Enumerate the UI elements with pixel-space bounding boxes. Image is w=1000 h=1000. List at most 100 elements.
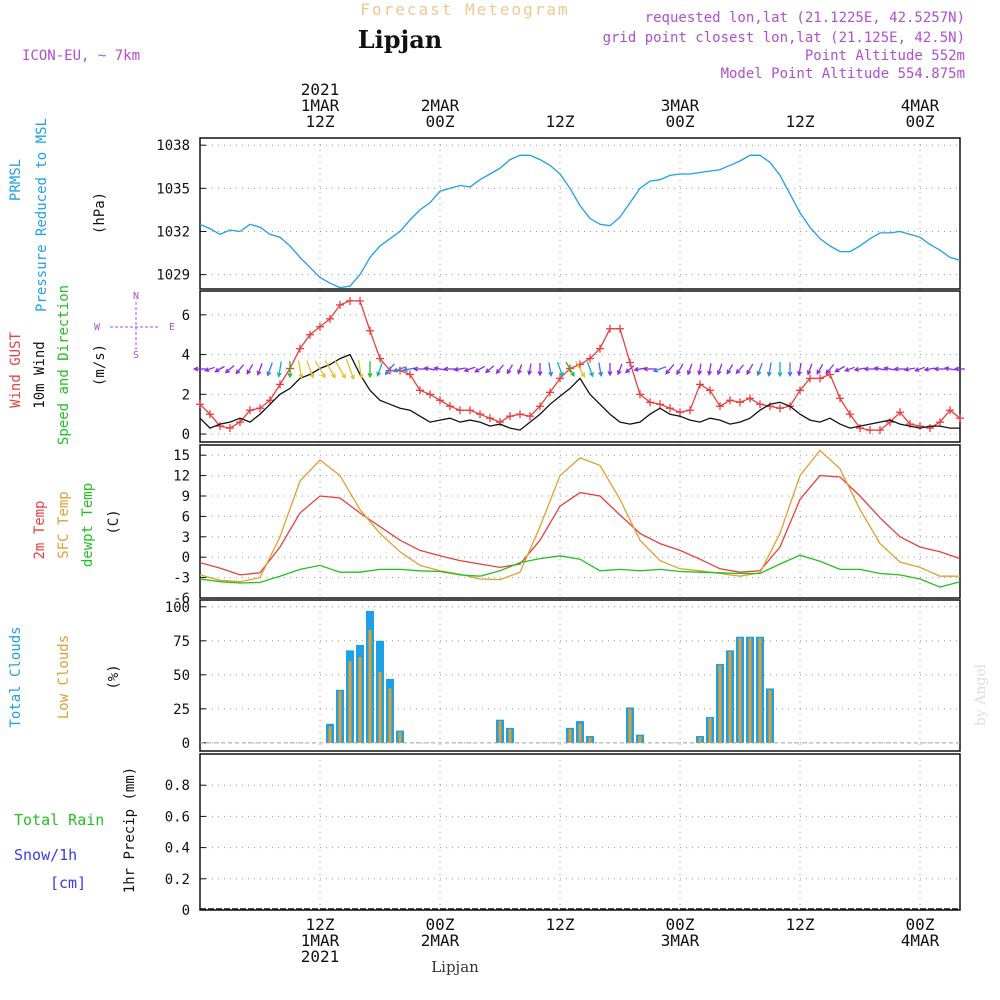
- gust-marker: [306, 330, 314, 339]
- temp-label-sfc: SFC Temp: [56, 491, 72, 558]
- gust-marker: [346, 296, 354, 305]
- wind-arrow: [923, 366, 936, 372]
- gust-marker: [866, 426, 874, 435]
- wind-arrow: [287, 361, 293, 379]
- gust-marker: [536, 402, 544, 411]
- wind-arrow: [735, 364, 744, 375]
- wind-arrow: [953, 366, 965, 372]
- compass-n: N: [133, 291, 139, 302]
- gust-marker: [366, 326, 374, 335]
- wind-label-gust: Wind GUST: [8, 332, 24, 408]
- bottom-time-label: 1MAR: [301, 931, 340, 950]
- y-tick-label: -3: [173, 571, 190, 587]
- wind-arrow: [192, 366, 206, 372]
- wind-arrow: [204, 366, 215, 372]
- low-cloud-bar: [738, 638, 742, 743]
- gust-marker: [276, 380, 284, 389]
- series-10m-wind: [200, 353, 960, 431]
- gust-marker: [956, 414, 964, 423]
- top-time-label: 00Z: [666, 112, 695, 131]
- precip-labels: Total Rain Snow/1h [cm] 1hr Precip (mm): [14, 767, 138, 893]
- y-tick-label: 25: [173, 702, 190, 718]
- wind-arrow: [686, 363, 693, 376]
- y-tick-label: 6: [182, 308, 190, 324]
- y-tick-label: 0: [182, 550, 190, 566]
- precip-unit: 1hr Precip (mm): [122, 767, 138, 893]
- footer-location: Lipjan: [431, 958, 479, 976]
- gust-marker: [806, 374, 814, 383]
- location-title: Lipjan: [358, 25, 442, 54]
- y-tick-label: 100: [165, 600, 190, 616]
- panel-frame: [199, 290, 961, 443]
- gust-marker: [666, 404, 674, 413]
- top-time-label: 4MAR: [901, 96, 940, 115]
- wind-arrow: [495, 364, 504, 375]
- y-tick-label: 0: [182, 427, 190, 443]
- wind-arrow: [863, 366, 876, 372]
- low-cloud-bar: [508, 729, 512, 743]
- gust-marker: [836, 394, 844, 403]
- wind-arrow: [797, 362, 802, 377]
- panel-4: 0 0.2 0.4 0.6 0.8: [165, 753, 961, 919]
- wind-unit: (m/s): [92, 344, 108, 386]
- gust-marker: [476, 410, 484, 419]
- wind-arrow: [376, 362, 384, 377]
- wind-arrows: [192, 358, 965, 381]
- gust-marker: [516, 410, 524, 419]
- low-cloud-bar: [348, 661, 352, 743]
- temp-labels: 2m Temp SFC Temp dewpt Temp (C): [32, 483, 122, 567]
- panel-3: 0 25 50 75 100: [165, 599, 961, 752]
- wind-labels: Wind GUST 10m Wind Speed and Direction (…: [8, 285, 175, 445]
- gust-marker: [466, 406, 474, 415]
- wind-arrow: [442, 366, 456, 372]
- gust-marker: [436, 396, 444, 405]
- gust-marker: [946, 406, 954, 415]
- y-tick-label: 15: [173, 448, 190, 464]
- y-tick-label: 0: [182, 736, 190, 752]
- low-cloud-bar: [638, 736, 642, 743]
- low-cloud-bar: [388, 688, 392, 743]
- model-altitude: Model Point Altitude 554.875m: [721, 66, 965, 82]
- y-tick-label: 9: [182, 489, 190, 505]
- cloud-unit: (%): [106, 664, 122, 689]
- wind-arrow: [224, 365, 235, 374]
- wind-arrow: [766, 362, 772, 377]
- low-cloud-bar: [768, 689, 772, 743]
- wind-arrow: [565, 361, 575, 378]
- wind-arrow: [527, 363, 533, 376]
- gust-marker: [606, 324, 614, 333]
- wind-arrow: [873, 366, 886, 372]
- wind-arrow: [314, 360, 326, 379]
- y-tick-label: 0.8: [165, 778, 190, 794]
- gust-marker: [246, 406, 254, 415]
- wind-arrow: [485, 365, 495, 374]
- gust-marker: [746, 394, 754, 403]
- gust-marker: [656, 400, 664, 409]
- top-time-label: 00Z: [906, 112, 935, 131]
- wind-arrow: [575, 361, 586, 378]
- wind-arrow: [367, 361, 373, 379]
- wind-arrow: [642, 366, 656, 372]
- pressure-unit: (hPa): [92, 192, 108, 234]
- series-prmsl: [200, 154, 960, 289]
- series-2m-temp: [200, 474, 960, 576]
- wind-arrow: [607, 363, 613, 377]
- cloud-label-low: Low Clouds: [56, 635, 72, 719]
- temp-label-2m: 2m Temp: [32, 500, 48, 559]
- compass-w: W: [94, 322, 101, 333]
- bottom-time-label: 12Z: [306, 915, 335, 934]
- wind-arrow: [246, 363, 254, 375]
- point-altitude: Point Altitude 552m: [805, 48, 965, 64]
- wind-arrow: [726, 364, 734, 375]
- bottom-time-label: 2021: [301, 947, 340, 966]
- bottom-time-label: 00Z: [906, 915, 935, 934]
- wind-arrow: [844, 366, 855, 372]
- wind-arrow: [506, 364, 514, 375]
- wind-arrow: [914, 366, 925, 372]
- wind-arrow: [357, 360, 364, 380]
- wind-arrow: [345, 358, 355, 381]
- y-tick-label: -6: [173, 591, 190, 607]
- wind-arrow: [423, 366, 436, 372]
- low-cloud-bar: [338, 691, 342, 743]
